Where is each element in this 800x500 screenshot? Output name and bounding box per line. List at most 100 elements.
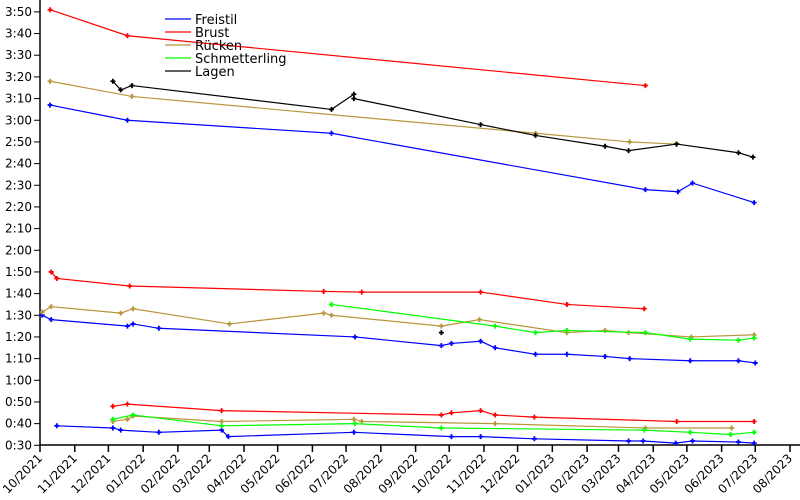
data-point (689, 180, 695, 186)
data-point (531, 436, 537, 442)
data-point (642, 187, 648, 193)
data-point (438, 330, 444, 336)
data-point (673, 440, 679, 446)
data-point (751, 200, 757, 206)
y-tick-label: 1:20 (5, 330, 32, 344)
data-point (359, 289, 365, 295)
data-point (219, 408, 225, 414)
data-point (124, 117, 130, 123)
data-point (118, 87, 124, 93)
series-line (331, 303, 755, 341)
y-tick-label: 2:00 (5, 243, 32, 257)
data-point (602, 353, 608, 359)
data-point (687, 336, 693, 342)
data-point (124, 33, 130, 39)
data-point (48, 317, 54, 323)
data-point (564, 301, 570, 307)
data-point (752, 360, 758, 366)
data-point (124, 416, 130, 422)
data-point (110, 403, 116, 409)
data-point (54, 275, 60, 281)
data-point (351, 91, 357, 97)
data-point (47, 102, 53, 108)
data-point (438, 323, 444, 329)
data-point (735, 337, 741, 343)
data-point (351, 416, 357, 422)
y-tick-label: 3:20 (5, 70, 32, 84)
legend-label: Rücken (195, 39, 242, 54)
data-point (328, 130, 334, 136)
data-point (564, 327, 570, 333)
data-point (642, 83, 648, 89)
data-point (492, 412, 498, 418)
data-point (48, 269, 54, 275)
series-line (49, 9, 646, 87)
series-line (49, 80, 676, 145)
data-point (48, 304, 54, 310)
data-point (533, 330, 539, 336)
y-tick-label: 1:40 (5, 287, 32, 301)
data-point (124, 323, 130, 329)
data-point (476, 317, 482, 323)
data-point (219, 418, 225, 424)
data-point (226, 321, 232, 327)
data-point (675, 189, 681, 195)
y-tick-label: 3:30 (5, 48, 32, 62)
y-tick-label: 0:40 (5, 417, 32, 431)
data-point (478, 408, 484, 414)
data-point (478, 338, 484, 344)
data-point (735, 150, 741, 156)
data-point (47, 7, 53, 13)
series-line (112, 415, 732, 429)
data-point (328, 301, 334, 307)
y-tick-label: 2:50 (5, 135, 32, 149)
y-tick-label: 3:50 (5, 5, 32, 19)
data-point (492, 345, 498, 351)
data-point (438, 412, 444, 418)
data-point (478, 434, 484, 440)
legend-label: Schmetterling (195, 52, 287, 67)
data-point (735, 358, 741, 364)
y-tick-label: 1:50 (5, 265, 32, 279)
series-line (112, 414, 755, 436)
data-point (438, 425, 444, 431)
data-point (219, 423, 225, 429)
data-point (689, 438, 695, 444)
data-point (39, 309, 45, 315)
data-point (626, 148, 632, 154)
data-point (674, 418, 680, 424)
data-point (359, 418, 365, 424)
series-brust (47, 7, 757, 424)
series-schmetterling (110, 301, 757, 437)
y-tick-label: 2:30 (5, 178, 32, 192)
data-point (602, 327, 608, 333)
data-point (438, 343, 444, 349)
data-point (54, 423, 60, 429)
data-point (531, 414, 537, 420)
data-point (627, 139, 633, 145)
data-point (118, 310, 124, 316)
data-point (130, 321, 136, 327)
series-lagen (110, 78, 756, 336)
data-point (751, 429, 757, 435)
data-point (110, 416, 116, 422)
y-tick-label: 1:00 (5, 373, 32, 387)
data-point (129, 93, 135, 99)
data-point (110, 425, 116, 431)
data-point (735, 439, 741, 445)
data-point (728, 431, 734, 437)
y-tick-label: 2:40 (5, 157, 32, 171)
data-point (687, 358, 693, 364)
series-rücken (39, 78, 757, 431)
legend-label: Freistil (195, 13, 237, 28)
data-point (127, 283, 133, 289)
data-point (478, 122, 484, 128)
data-point (124, 401, 130, 407)
data-point (640, 438, 646, 444)
series-line (112, 403, 755, 423)
series-freistil (39, 102, 758, 446)
data-point (533, 132, 539, 138)
series-line (56, 425, 755, 444)
